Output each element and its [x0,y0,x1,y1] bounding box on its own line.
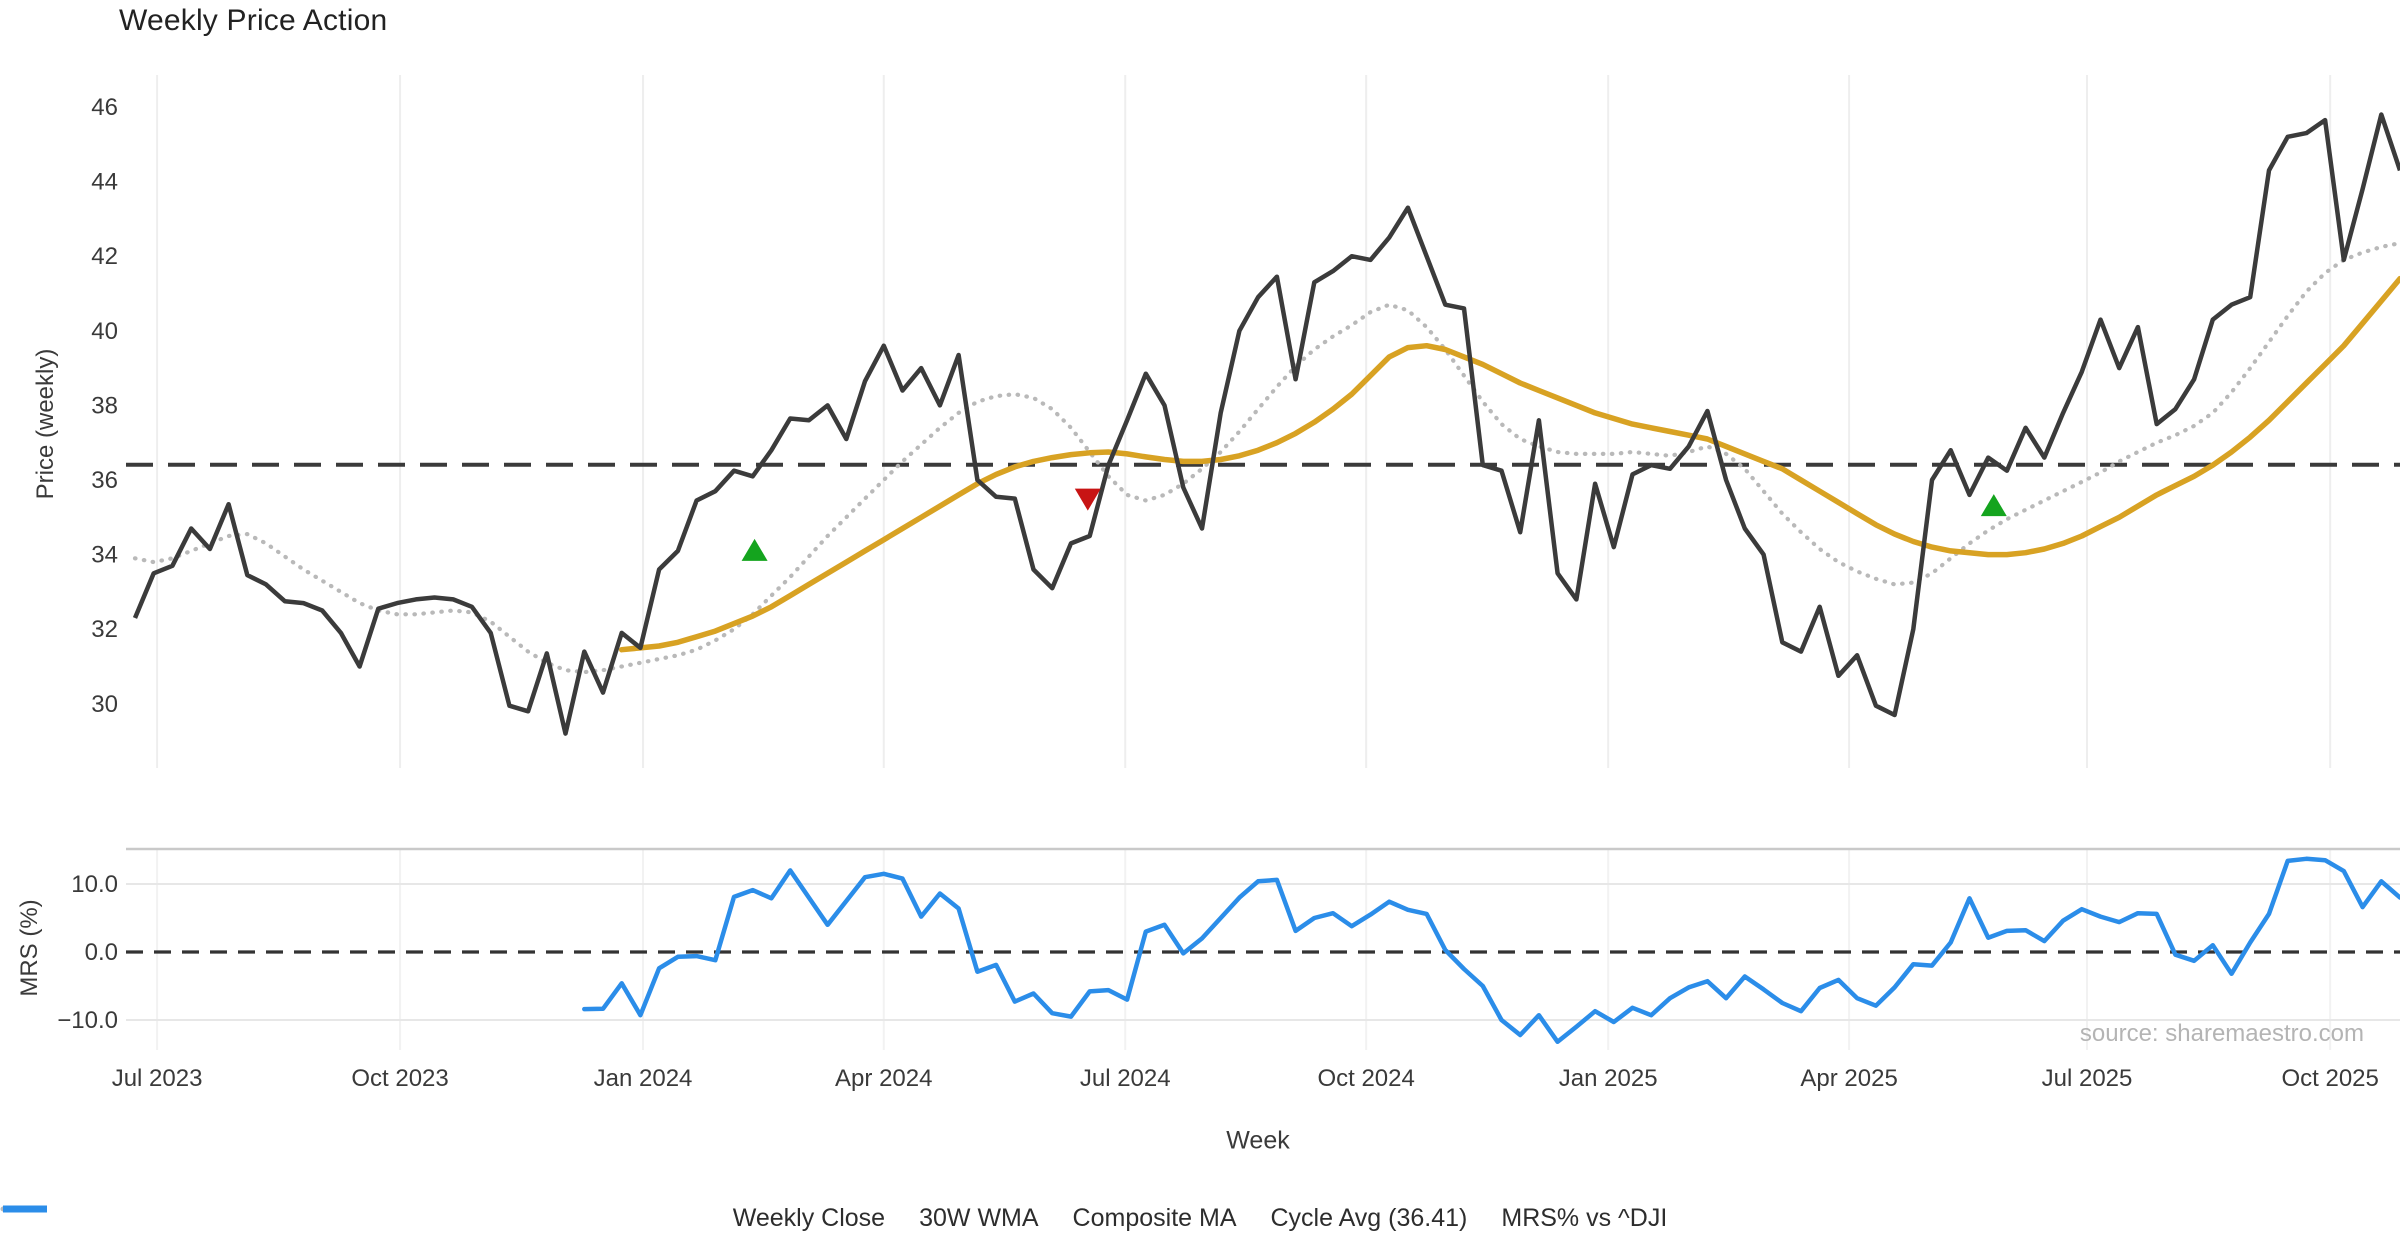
sell-signal-marker [1074,488,1101,511]
legend-item: Weekly Close [3,1204,886,1233]
buy-signal-marker [741,538,768,561]
price-ytick-label: 40 [91,318,118,345]
buy-signal-marker [1980,494,2007,517]
legend-item: Composite MA [0,1204,1237,1233]
x-tick-label: Jul 2024 [1080,1065,1171,1092]
price-ytick-label: 42 [91,243,118,270]
x-tick-label: Oct 2023 [351,1065,448,1092]
x-tick-label: Oct 2025 [2281,1065,2378,1092]
x-tick-label: Jan 2024 [594,1065,693,1092]
legend-label: Weekly Close [732,1204,886,1232]
price-ytick-label: 32 [91,616,118,643]
x-tick-label: Jan 2025 [1559,1065,1658,1092]
price-ytick-label: 30 [91,691,118,718]
legend-item: MRS% vs ^DJI [3,1204,1668,1233]
mrs-line [582,856,2400,1045]
price-ytick-label: 36 [91,467,118,494]
mrs-ytick-label: 10.0 [71,871,118,898]
price-ytick-label: 34 [91,542,118,569]
legend-item: 30W WMA [3,1204,1039,1233]
x-tick-label: Jul 2023 [112,1065,203,1092]
mrs-ytick-label: 0.0 [85,939,118,966]
price-ytick-label: 38 [91,392,118,419]
legend-label: Cycle Avg (36.41) [1270,1204,1468,1232]
legend-item: Cycle Avg (36.41) [3,1204,1468,1233]
x-axis-title: Week [1226,1126,1290,1155]
x-tick-label: Apr 2025 [1800,1065,1897,1092]
weekly-close-line [132,112,2400,736]
legend-label: Composite MA [1072,1204,1237,1232]
price-ytick-label: 46 [91,94,118,121]
composite-ma-line [132,241,2400,675]
x-tick-label: Oct 2024 [1317,1065,1414,1092]
x-tick-label: Apr 2024 [835,1065,932,1092]
legend: Weekly Close 30W WMA Composite MA Cycle Avg… [0,1204,2400,1233]
legend-swatch-solid [3,1205,47,1213]
price-ytick-label: 44 [91,169,118,196]
wma-30w-line [618,275,2400,653]
mrs-ytick-label: −10.0 [57,1007,118,1034]
legend-label: 30W WMA [919,1204,1039,1232]
legend-label: MRS% vs ^DJI [1501,1204,1668,1232]
x-tick-label: Jul 2025 [2042,1065,2133,1092]
chart-title: Weekly Price Action [119,4,388,37]
source-credit: source: sharemaestro.com [2079,1020,2364,1047]
